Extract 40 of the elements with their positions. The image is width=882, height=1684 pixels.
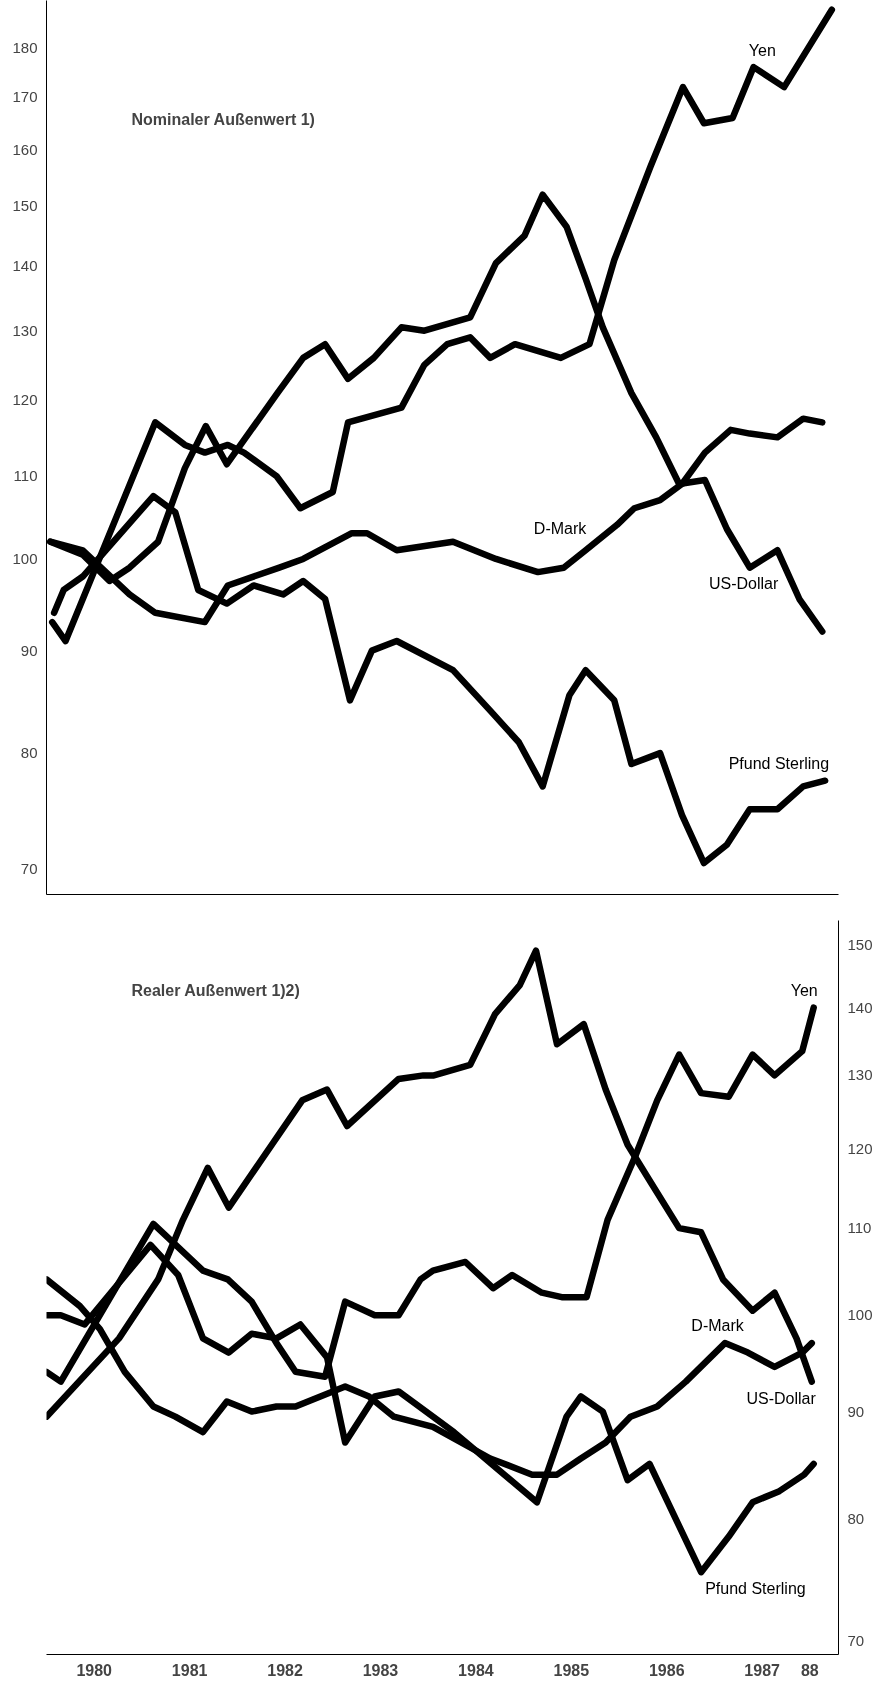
y2-tick-label: 80 [847, 1510, 865, 1528]
text: Nominaler Außenwert 1) [131, 111, 315, 128]
series-label: Yen [790, 981, 818, 999]
y-tick-label: 90 [20, 641, 38, 659]
x-tick-label: 88 [800, 1661, 819, 1679]
y-tick-label: 80 [20, 744, 38, 762]
y-tick-label: 150 [12, 197, 38, 215]
y2-tick-label: 70 [847, 1632, 865, 1650]
y-tick-label: 110 [13, 467, 38, 485]
y2-tick-label: 150 [847, 935, 873, 953]
x-tick-label: 1980 [76, 1661, 113, 1679]
y-tick-label: 100 [12, 549, 38, 567]
y-tick-label: 170 [12, 88, 38, 106]
series-label: Pfund Sterling [705, 1579, 806, 1597]
text: Realer Außenwert 1)2) [131, 982, 300, 999]
x-tick-label: 1986 [648, 1661, 685, 1679]
y-tick-label: 70 [20, 860, 38, 878]
x-tick-label: 1987 [744, 1661, 781, 1679]
y2-tick-label: 100 [847, 1306, 873, 1324]
y-tick-label: 120 [12, 391, 38, 409]
y-tick-label: 160 [12, 141, 38, 159]
y-tick-label: 140 [12, 257, 38, 275]
y2-tick-label: 140 [847, 998, 873, 1016]
y2-tick-label: 120 [847, 1139, 873, 1157]
x-tick-label: 1981 [171, 1661, 208, 1679]
series-label: D-Mark [533, 520, 588, 538]
x-tick-label: 1983 [362, 1661, 399, 1679]
x-tick-label: 1982 [267, 1661, 303, 1679]
series-label: US-Dollar [746, 1389, 817, 1407]
y-tick-label: 180 [12, 38, 38, 56]
series-label: Yen [748, 41, 776, 59]
series-label: Pfund Sterling [728, 754, 830, 772]
y2-tick-label: 110 [847, 1219, 872, 1237]
x-tick-label: 1984 [458, 1661, 494, 1679]
x-tick-label: 1985 [553, 1661, 590, 1679]
y-tick-label: 130 [12, 321, 38, 339]
series-label: D-Mark [691, 1317, 745, 1335]
y2-tick-label: 90 [847, 1402, 865, 1420]
series-label: US-Dollar [708, 575, 779, 593]
y2-tick-label: 130 [847, 1066, 873, 1084]
